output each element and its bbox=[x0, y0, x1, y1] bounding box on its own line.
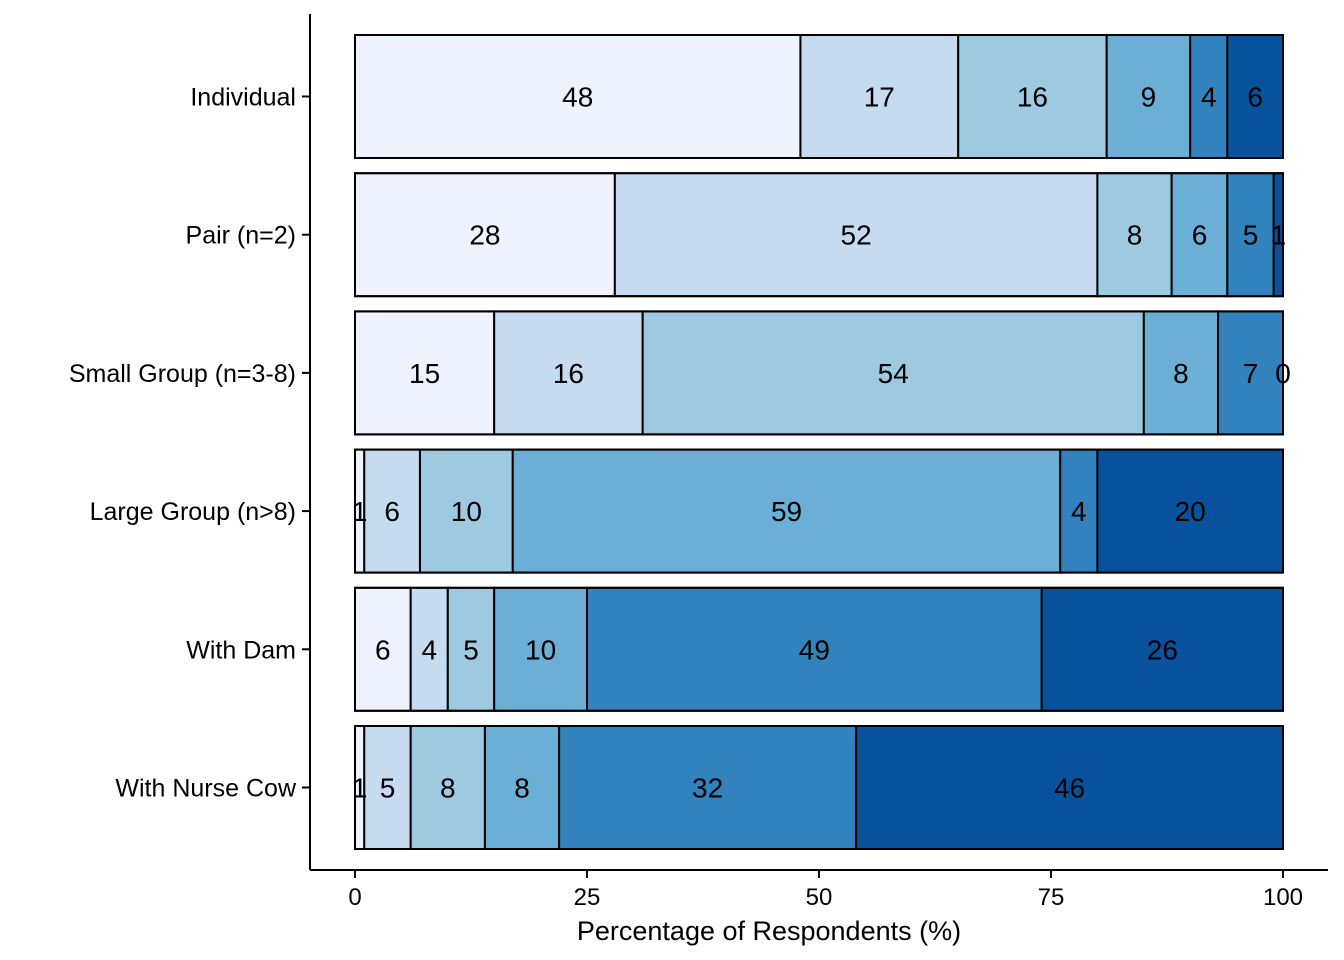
category-label-with-dam: With Dam bbox=[186, 636, 296, 664]
data-label: 54 bbox=[878, 358, 909, 389]
x-tick-label-100: 100 bbox=[1263, 884, 1303, 911]
x-tick-label-0: 0 bbox=[348, 884, 361, 911]
data-label: 6 bbox=[1192, 220, 1208, 251]
data-label: 4 bbox=[421, 634, 437, 665]
data-label: 1 bbox=[352, 773, 368, 804]
bar-segment bbox=[1040, 586, 1284, 712]
bar-row-small-group-n-3-8: 15 16 54 8 7 0 bbox=[354, 310, 1291, 436]
x-axis-title: Percentage of Respondents (%) bbox=[577, 916, 961, 946]
data-label: 5 bbox=[380, 773, 396, 804]
data-label: 6 bbox=[384, 496, 400, 527]
bar-row-frame bbox=[354, 586, 1284, 712]
category-label-pair-n-2: Pair (n=2) bbox=[186, 222, 296, 250]
x-tick-label-75: 75 bbox=[1038, 884, 1065, 911]
data-label: 15 bbox=[409, 358, 440, 389]
bar-segment bbox=[855, 725, 1284, 850]
bar-segment bbox=[558, 725, 858, 850]
category-label-individual: Individual bbox=[190, 84, 296, 112]
bar-segment bbox=[363, 448, 421, 574]
bar-segment bbox=[409, 725, 486, 850]
data-label: 6 bbox=[1247, 82, 1263, 113]
category-label-with-nurse-cow: With Nurse Cow bbox=[115, 775, 297, 803]
bar-segment bbox=[418, 448, 514, 574]
bar-row-frame bbox=[354, 448, 1284, 574]
bar-row-pair-n-2: 28 52 8 6 5 1 bbox=[354, 172, 1287, 298]
bars-layer: 48 17 16 9 4 628 52 8 6 5 115 16 54 8 7 01 6 10 59 4 206 4 5 10… bbox=[352, 34, 1291, 850]
data-label: 10 bbox=[451, 496, 482, 527]
bar-row-frame bbox=[354, 172, 1284, 298]
data-label: 16 bbox=[1017, 82, 1048, 113]
data-label: 59 bbox=[771, 496, 802, 527]
bar-segment bbox=[1096, 448, 1285, 574]
bar-row-with-nurse-cow: 1 5 8 8 32 46 bbox=[352, 725, 1284, 850]
data-label: 32 bbox=[692, 773, 723, 804]
bar-segment bbox=[511, 448, 1062, 574]
data-label: 8 bbox=[1173, 358, 1189, 389]
data-label: 5 bbox=[1243, 220, 1259, 251]
bar-segment bbox=[613, 172, 1099, 298]
data-label: 5 bbox=[463, 634, 479, 665]
data-label: 49 bbox=[799, 634, 830, 665]
bar-segment bbox=[354, 34, 802, 159]
data-label: 9 bbox=[1141, 82, 1157, 113]
bar-segment bbox=[1226, 34, 1284, 159]
bar-row-large-group-n-8: 1 6 10 59 4 20 bbox=[352, 448, 1285, 574]
x-tick-label-25: 25 bbox=[574, 884, 601, 911]
bar-segment bbox=[1142, 310, 1220, 436]
bar-row-frame bbox=[354, 725, 1284, 850]
data-label: 48 bbox=[562, 82, 593, 113]
data-label: 28 bbox=[469, 220, 500, 251]
data-label: 7 bbox=[1243, 358, 1259, 389]
data-label: 6 bbox=[375, 634, 391, 665]
x-tick-label-50: 50 bbox=[806, 884, 833, 911]
data-label: 16 bbox=[553, 358, 584, 389]
category-label-small-group-n-3-8: Small Group (n=3-8) bbox=[69, 360, 296, 388]
bar-row-frame bbox=[354, 34, 1284, 159]
bar-row-individual: 48 17 16 9 4 6 bbox=[354, 34, 1284, 159]
data-label: 8 bbox=[440, 773, 456, 804]
bar-segment bbox=[641, 310, 1145, 436]
bar-row-frame bbox=[354, 310, 1284, 436]
data-label: 52 bbox=[841, 220, 872, 251]
data-label: 10 bbox=[525, 634, 556, 665]
data-label: 4 bbox=[1201, 82, 1217, 113]
bar-segment bbox=[493, 586, 589, 712]
data-label: 8 bbox=[514, 773, 530, 804]
bar-segment bbox=[586, 586, 1043, 712]
data-label: 20 bbox=[1175, 496, 1206, 527]
bar-segment bbox=[1226, 172, 1275, 298]
data-label: 4 bbox=[1071, 496, 1087, 527]
data-label: 0 bbox=[1275, 358, 1291, 389]
data-label: 1 bbox=[352, 496, 368, 527]
data-label: 8 bbox=[1127, 220, 1143, 251]
data-label: 17 bbox=[864, 82, 895, 113]
category-label-large-group-n-8: Large Group (n>8) bbox=[90, 498, 296, 526]
bar-segment bbox=[799, 34, 960, 159]
data-label: 46 bbox=[1054, 773, 1085, 804]
bar-segment bbox=[1096, 172, 1173, 298]
data-label: 1 bbox=[1271, 220, 1287, 251]
bar-segment bbox=[1217, 310, 1285, 436]
bar-row-with-dam: 6 4 5 10 49 26 bbox=[354, 586, 1284, 712]
data-label: 26 bbox=[1147, 634, 1178, 665]
